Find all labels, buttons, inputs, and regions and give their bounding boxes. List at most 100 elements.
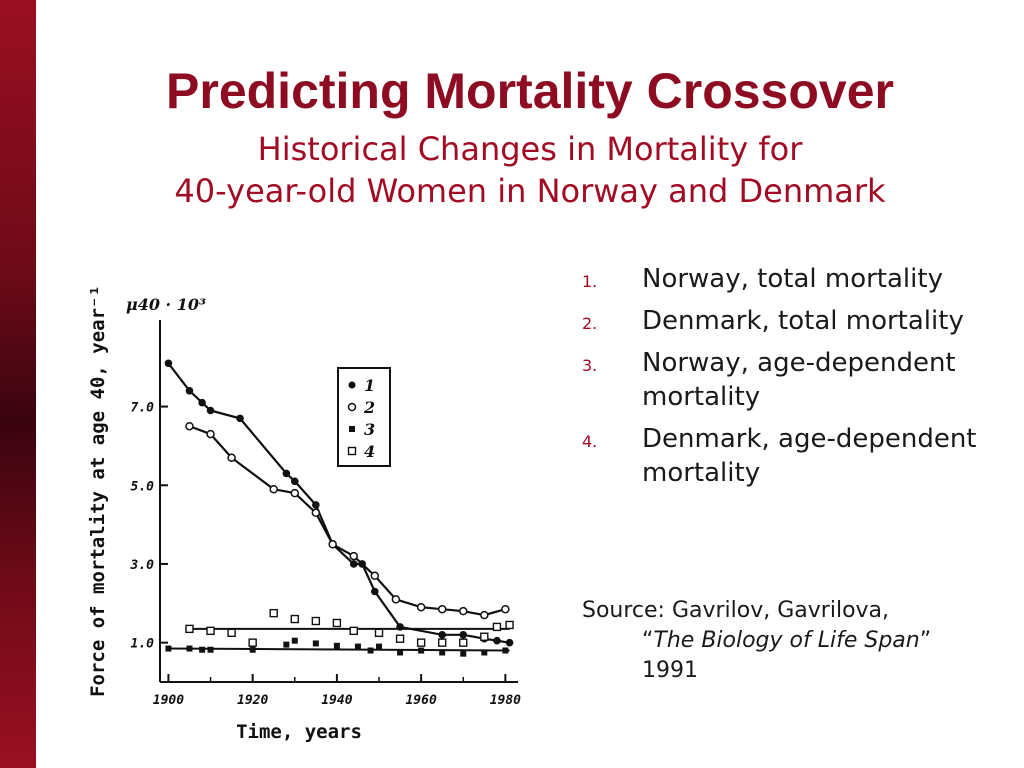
series-2-point bbox=[349, 551, 358, 561]
series-1-point bbox=[282, 469, 291, 478]
series-4-point bbox=[349, 626, 358, 636]
x-axis-label: Time, years bbox=[236, 721, 362, 743]
subtitle-line-2: 40-year-old Women in Norway and Denmark bbox=[174, 172, 886, 210]
x-tick-label: 1940 bbox=[321, 693, 352, 708]
series-2-point bbox=[206, 429, 215, 439]
series-3-point bbox=[418, 647, 425, 654]
series-4-point bbox=[227, 628, 236, 638]
series-4-point bbox=[459, 638, 468, 647]
list-item: 1. Norway, total mortality bbox=[582, 262, 1012, 296]
series-4-point bbox=[248, 638, 257, 647]
legend-label: 3 bbox=[364, 420, 375, 439]
series-2-point bbox=[501, 604, 510, 614]
series-description-list: 1. Norway, total mortality 2. Denmark, tot… bbox=[582, 262, 1012, 498]
y-axis-label: Force of mortality at age 40, year⁻¹ bbox=[87, 285, 109, 697]
legend-box bbox=[337, 367, 391, 467]
source-book-line: “The Biology of Life Span” bbox=[582, 626, 1012, 656]
series-4-point bbox=[206, 626, 215, 636]
series-3-point bbox=[312, 640, 319, 647]
y-tick-label: 7.0 bbox=[131, 401, 155, 416]
series-2-point bbox=[311, 508, 321, 518]
list-item: 2. Denmark, total mortality bbox=[582, 304, 1012, 338]
series-2-point bbox=[480, 610, 489, 620]
series-4-point bbox=[311, 616, 321, 626]
series-3-point bbox=[354, 643, 361, 650]
series-3-point bbox=[249, 646, 256, 653]
series-1-point bbox=[164, 359, 173, 368]
slide-title: Predicting Mortality Crossover bbox=[166, 63, 894, 119]
series-4-point bbox=[505, 620, 514, 630]
series-3-point bbox=[165, 645, 172, 652]
x-tick-label: 1960 bbox=[405, 693, 436, 708]
series-1-point bbox=[505, 638, 514, 647]
series-4-point bbox=[332, 618, 342, 628]
chart-svg: 1.0 3.0 5.0 7.0 1900 1920 1940 1960 1980 Time, ye… bbox=[87, 285, 521, 743]
series-1-point bbox=[206, 406, 215, 415]
y-unit-label: μ40 · 10³ bbox=[126, 295, 206, 314]
series-2-point bbox=[458, 606, 468, 616]
legend-marker bbox=[349, 426, 355, 432]
x-tick-label: 1900 bbox=[153, 693, 184, 708]
slide-subtitle: Historical Changes in Mortality for 40-y… bbox=[36, 128, 1024, 212]
series-2-point bbox=[437, 604, 447, 614]
series-3-point bbox=[376, 643, 383, 650]
legend-label: 4 bbox=[364, 442, 375, 461]
y-tick-label: 1.0 bbox=[131, 637, 155, 652]
series-2-point bbox=[269, 484, 278, 494]
series-4-point bbox=[492, 622, 502, 632]
source-prefix: Source: Gavrilov, Gavrilova, bbox=[582, 598, 890, 623]
series-3-point bbox=[333, 642, 340, 649]
chart-labels: 1.0 3.0 5.0 7.0 1900 1920 1940 1960 1980 Time, ye… bbox=[87, 285, 521, 743]
legend-label: 2 bbox=[363, 398, 375, 417]
series-4-point bbox=[437, 638, 447, 647]
series-3-point bbox=[186, 645, 193, 652]
legend-label: 1 bbox=[364, 376, 375, 395]
y-tick-label: 3.0 bbox=[130, 558, 155, 573]
series-1-point bbox=[312, 501, 320, 509]
y-tick-label: 5.0 bbox=[131, 479, 155, 494]
series-4-point bbox=[290, 614, 299, 624]
series-4-point bbox=[395, 634, 405, 643]
series-1-point bbox=[371, 587, 379, 596]
series-1-point bbox=[358, 560, 366, 568]
series-3-point bbox=[439, 649, 446, 656]
series-2-point bbox=[370, 571, 380, 581]
legend-marker bbox=[347, 402, 357, 412]
source-year: 1991 bbox=[642, 658, 698, 683]
series-3-fit-line bbox=[168, 647, 510, 652]
list-item: 3. Norway, age-dependent mortality bbox=[582, 346, 1012, 414]
series-1-point bbox=[198, 398, 206, 407]
open-quote: “ bbox=[642, 628, 654, 653]
series-2-point bbox=[185, 421, 194, 431]
list-text: Norway, total mortality bbox=[642, 264, 943, 294]
series-3-point bbox=[397, 649, 404, 656]
list-number: 3. bbox=[582, 356, 598, 375]
series-3-point bbox=[283, 641, 290, 648]
list-number: 2. bbox=[582, 314, 598, 333]
series-2-point bbox=[391, 595, 401, 604]
series-3-point bbox=[207, 646, 214, 653]
series-1-point bbox=[493, 636, 501, 645]
legend-marker bbox=[348, 381, 356, 389]
list-item: 4. Denmark, age-dependent mortality bbox=[582, 422, 1012, 490]
close-quote: ” bbox=[919, 628, 932, 653]
series-4-point bbox=[185, 624, 194, 634]
series-2-point bbox=[290, 488, 300, 498]
x-tick-label: 1920 bbox=[237, 693, 268, 708]
series-3-point bbox=[460, 650, 467, 657]
list-text: Norway, age-dependent mortality bbox=[642, 348, 956, 412]
series-4-point bbox=[416, 638, 426, 647]
series-3-point bbox=[199, 646, 206, 653]
chart-axes bbox=[159, 320, 518, 683]
series-1-point bbox=[459, 630, 468, 639]
mortality-chart: 1.0 3.0 5.0 7.0 1900 1920 1940 1960 1980 Time, ye… bbox=[70, 250, 540, 750]
series-1-point bbox=[185, 387, 194, 395]
list-text: Denmark, total mortality bbox=[642, 306, 964, 336]
source-citation: Source: Gavrilov, Gavrilova, “The Biolog… bbox=[582, 596, 1012, 686]
series-4-point bbox=[480, 632, 489, 641]
left-accent-bar bbox=[0, 0, 36, 768]
series-3-point bbox=[502, 647, 509, 654]
series-1-point bbox=[349, 560, 358, 568]
subtitle-line-1: Historical Changes in Mortality for bbox=[257, 130, 803, 168]
list-number: 1. bbox=[582, 272, 598, 291]
